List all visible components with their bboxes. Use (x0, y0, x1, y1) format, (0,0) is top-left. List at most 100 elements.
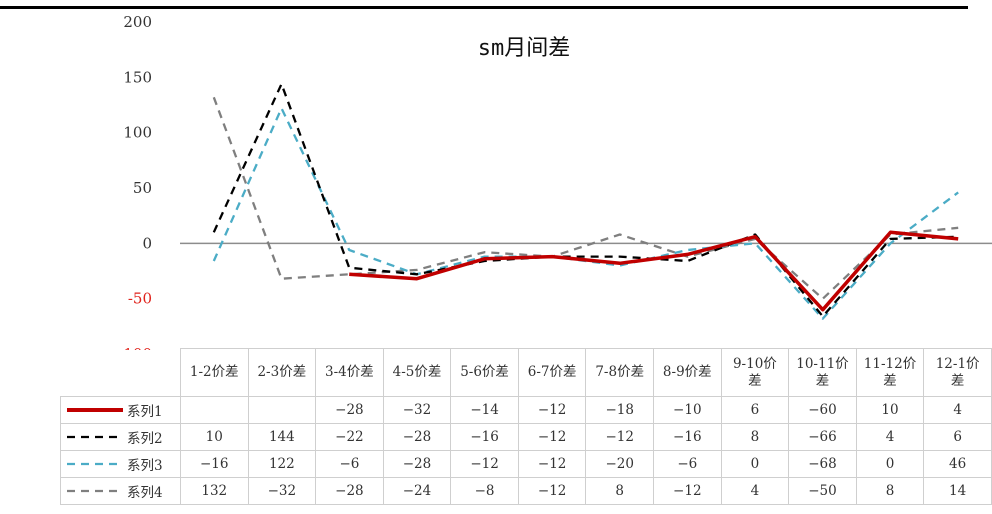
x-tick-label-line: 2-3价差 (257, 364, 307, 380)
table-corner (61, 349, 181, 397)
data-label: −12 (517, 450, 587, 478)
data-label: 10 (179, 423, 249, 451)
x-tick-label-line: 11-12价 (863, 355, 917, 372)
series-line (349, 230, 959, 312)
x-tick-label-line: 8-9价差 (662, 364, 712, 380)
data-label: 4 (923, 396, 992, 424)
x-tick-label: 10-11价差 (788, 348, 857, 397)
data-label: 122 (247, 450, 317, 478)
data-label: 8 (720, 423, 790, 451)
data-label: 0 (720, 450, 790, 478)
legend-swatch (67, 435, 123, 439)
y-tick-label: 50 (133, 179, 152, 197)
data-label: 0 (855, 450, 925, 478)
x-tick-label-line: 差 (883, 372, 897, 389)
x-tick-label: 3-4价差 (315, 348, 384, 397)
chart-title: sm月间差 (478, 36, 571, 61)
data-label: 132 (179, 477, 249, 505)
x-tick-label: 1-2价差 (179, 348, 249, 397)
y-tick-label: 200 (123, 13, 152, 31)
data-label: 14 (923, 477, 992, 505)
x-tick-label-line: 3-4价差 (325, 364, 374, 380)
x-tick-label-line: 4-5价差 (392, 364, 442, 380)
data-label: −66 (788, 423, 857, 451)
series-lines (212, 82, 959, 320)
data-label: −6 (653, 450, 722, 478)
data-label: −16 (179, 450, 249, 478)
legend-label: 系列1 (127, 404, 163, 420)
y-axis-ticks: 200 150 100 50 0 -50 -100 (118, 13, 152, 350)
x-tick-label-line: 1-2价差 (189, 364, 239, 380)
top-rule (0, 6, 968, 9)
x-tick-label-line: 12-1价 (935, 355, 980, 372)
legend-label: 系列3 (127, 458, 163, 474)
data-label: −14 (450, 396, 519, 424)
data-label: −16 (450, 423, 519, 451)
series-row: 系列2 10 144 −22 −28 −16 −12 −12 −16 8 −66 4 6 (60, 423, 992, 451)
x-tick-label-line: 差 (748, 372, 762, 389)
data-label: 4 (720, 477, 790, 505)
series-line (212, 82, 959, 318)
data-label: 6 (720, 396, 790, 424)
data-label: −22 (315, 423, 384, 451)
series-row: 系列1 −28 −32 −14 −12 −18 −10 6 −60 10 4 (60, 396, 992, 424)
data-label: −20 (585, 450, 655, 478)
data-label: −32 (382, 396, 452, 424)
x-tick-label: 11-12价差 (855, 348, 925, 397)
x-tick-label: 2-3价差 (247, 348, 317, 397)
legend-swatch (67, 489, 123, 493)
data-label: 6 (923, 423, 992, 451)
data-label: −8 (450, 477, 519, 505)
x-tick-label: 8-9价差 (653, 348, 722, 397)
x-tick-label-line: 9-10价 (732, 355, 777, 372)
data-label: −12 (517, 477, 587, 505)
data-label: −28 (315, 396, 384, 424)
legend-entry: 系列1 (60, 396, 181, 424)
data-label: −50 (788, 477, 857, 505)
data-label: −68 (788, 450, 857, 478)
data-label: −32 (247, 477, 317, 505)
data-label (179, 396, 249, 424)
x-tick-label: 12-1价差 (923, 348, 992, 397)
legend-swatch (67, 408, 123, 412)
x-tick-label-line: 6-7价差 (527, 364, 577, 380)
data-label: −28 (382, 450, 452, 478)
data-label: −12 (585, 423, 655, 451)
legend-label: 系列4 (127, 485, 163, 501)
series-line (212, 96, 959, 300)
x-tick-label-line: 10-11价 (796, 355, 849, 372)
data-label: 46 (923, 450, 992, 478)
series-line (212, 107, 959, 320)
y-tick-label: 0 (142, 234, 152, 252)
x-tick-label-line: 差 (815, 372, 830, 389)
data-label (247, 396, 317, 424)
data-label: −28 (315, 477, 384, 505)
data-table: 1-2价差 2-3价差 3-4价差 4-5价差 5-6价差 6-7价差 7-8价差 8-9价差… (60, 348, 992, 505)
legend-entry: 系列3 (60, 450, 181, 478)
data-label: 144 (247, 423, 317, 451)
data-label: −24 (382, 477, 452, 505)
data-label: −12 (517, 423, 587, 451)
y-tick-label: -100 (118, 345, 152, 350)
category-row: 1-2价差 2-3价差 3-4价差 4-5价差 5-6价差 6-7价差 7-8价差 8-9价差… (61, 348, 992, 397)
data-label: 8 (855, 477, 925, 505)
series-row: 系列4 132 −32 −28 −24 −8 −12 8 −12 4 −50 8 14 (60, 477, 992, 505)
data-label: −16 (653, 423, 722, 451)
y-tick-label: 150 (123, 68, 152, 86)
legend-entry: 系列4 (60, 477, 181, 505)
y-tick-label: 100 (123, 124, 152, 142)
x-tick-label-line: 5-6价差 (460, 364, 509, 380)
data-label: 4 (855, 423, 925, 451)
legend-swatch (67, 462, 123, 466)
data-label: −12 (517, 396, 587, 424)
legend-entry: 系列2 (60, 423, 181, 451)
data-label: 10 (855, 396, 925, 424)
data-label: −28 (382, 423, 452, 451)
data-label: −6 (315, 450, 384, 478)
data-label: −60 (788, 396, 857, 424)
y-tick-label: -50 (128, 290, 152, 308)
x-tick-label: 5-6价差 (450, 348, 519, 397)
x-tick-label-line: 差 (950, 372, 965, 389)
legend-label: 系列2 (127, 431, 163, 447)
x-tick-label: 9-10价差 (720, 348, 790, 397)
